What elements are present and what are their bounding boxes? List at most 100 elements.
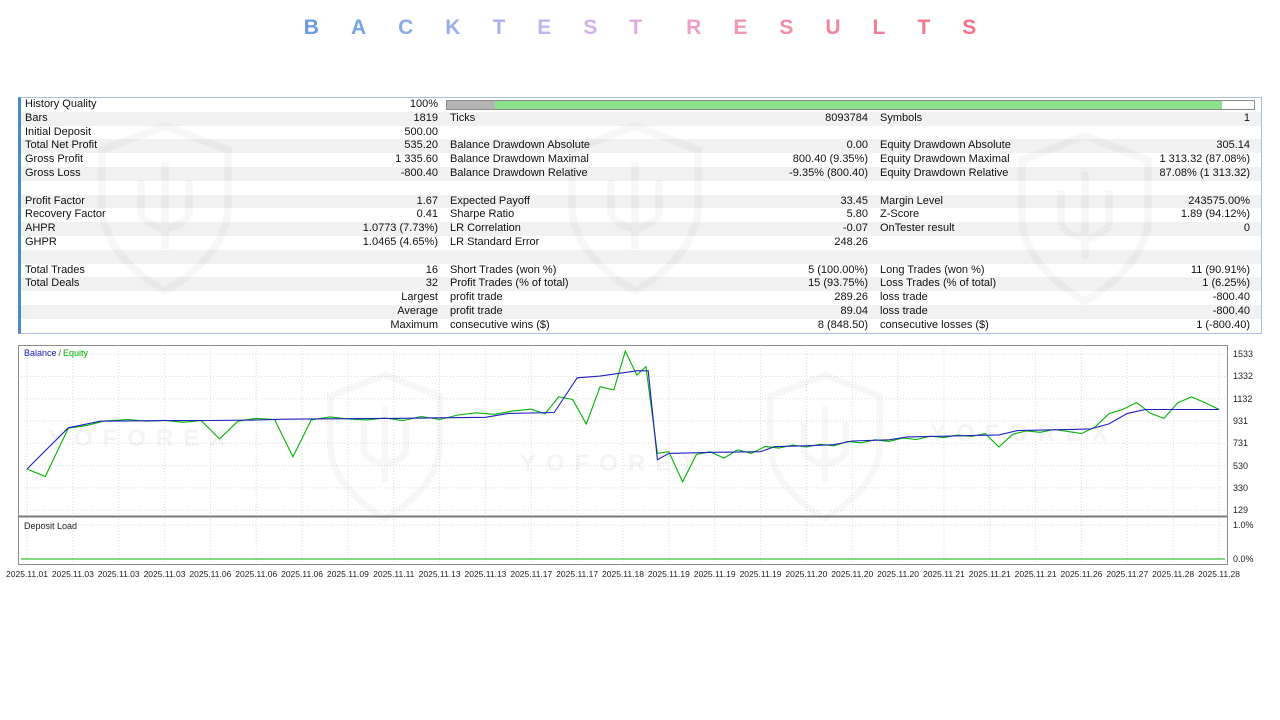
stat-label: Profit Factor [25, 194, 85, 207]
chart-legend: Balance / Equity [24, 348, 88, 358]
title-letter: S [962, 16, 977, 39]
stat-value: -800.40 [1212, 291, 1250, 304]
stat-label [446, 126, 676, 140]
title-letter: E [733, 16, 748, 39]
stat-label: Ticks [450, 111, 476, 124]
stat-label: Gross Profit [25, 153, 84, 166]
x-axis-label: 2025.11.18 [602, 569, 644, 579]
stat-value: 100% [409, 98, 438, 110]
chart-canvas [19, 348, 1227, 562]
x-axis-label: 2025.11.19 [647, 569, 690, 579]
title-letter: S [583, 16, 598, 39]
stat-value [1081, 126, 1258, 140]
stat-value: -9.35% (800.40) [789, 166, 868, 179]
table-row: History Quality 100% [21, 98, 1261, 112]
title-letter: S [779, 16, 794, 39]
stat-label: Loss Trades (% of total) [880, 277, 997, 290]
stat-label: Z-Score [880, 208, 920, 221]
stat-label: loss trade [880, 304, 928, 317]
stat-label: Balance Drawdown Maximal [450, 153, 589, 166]
stat-value: Average [397, 304, 438, 317]
stat-label: consecutive wins ($) [450, 318, 550, 331]
x-axis-label: 2025.11.06 [281, 569, 324, 579]
title-letter: L [872, 16, 886, 39]
title-letter: E [537, 16, 552, 39]
x-axis-label: 2025.11.01 [6, 569, 48, 579]
title-letter: T [492, 16, 506, 39]
table-row: Gross Loss -800.40 Balance Drawdown Relati… [21, 166, 1261, 181]
stat-label: Total Deals [25, 277, 80, 290]
stat-value: 305.14 [1216, 139, 1250, 152]
x-axis-label: 2025.11.21 [1014, 569, 1057, 579]
table-row: Average profit trade 89.04 loss trade -800.4… [21, 304, 1261, 319]
stat-label: Initial Deposit [25, 125, 92, 138]
stat-label: Equity Drawdown Absolute [880, 139, 1011, 152]
x-axis-label: 2025.11.03 [97, 569, 140, 579]
stat-value: 1819 [413, 111, 438, 124]
stat-value: 800.40 (9.35%) [792, 153, 868, 166]
stat-label: LR Correlation [450, 222, 521, 235]
x-axis-label: 2025.11.27 [1106, 569, 1149, 579]
stat-value: 535.20 [404, 139, 438, 152]
stat-label: Balance Drawdown Absolute [450, 139, 591, 152]
x-axis-label: 2025.11.13 [418, 569, 461, 579]
x-axis-label: 2025.11.28 [1152, 569, 1195, 579]
stat-value: 32 [425, 277, 438, 290]
stat-value: -800.40 [400, 166, 438, 179]
x-axis-label: 2025.11.17 [556, 569, 599, 579]
x-axis-label: 2025.11.03 [143, 569, 186, 579]
y-axis-label: 330 [1233, 482, 1249, 493]
y-axis-label: 1132 [1233, 393, 1253, 404]
stat-label: profit trade [450, 291, 503, 304]
stat-value: 1 [1243, 111, 1250, 124]
table-row: Maximum consecutive wins ($) 8 (848.50) con… [21, 319, 1261, 333]
stat-value: 15 (93.75%) [808, 277, 868, 290]
stat-label [876, 236, 1081, 250]
stat-label: Balance Drawdown Relative [450, 166, 588, 179]
stat-label: Profit Trades (% of total) [450, 277, 569, 290]
table-row: Gross Profit 1 335.60 Balance Drawdown Max… [21, 153, 1261, 167]
stat-value: 1 335.60 [395, 153, 438, 166]
stat-label: Short Trades (won %) [450, 263, 557, 276]
stat-value: 5.80 [846, 208, 868, 221]
stat-label: Margin Level [880, 194, 943, 207]
stat-label [21, 305, 216, 319]
stat-value: 1 313.32 (87.08%) [1159, 153, 1250, 166]
x-axis-label: 2025.11.21 [922, 569, 965, 579]
x-axis-label: 2025.11.11 [373, 569, 415, 579]
stat-value: 1 (-800.40) [1196, 318, 1250, 331]
stat-value: Largest [401, 291, 438, 304]
x-axis-label: 2025.11.06 [235, 569, 278, 579]
stat-value: 89.04 [840, 304, 868, 317]
stat-label: Symbols [880, 111, 923, 124]
stat-value: 500.00 [404, 125, 438, 138]
stat-label: profit trade [450, 304, 503, 317]
legend-equity-label: Equity [63, 348, 89, 358]
x-axis-label: 2025.11.06 [189, 569, 232, 579]
title-letter: A [350, 16, 367, 39]
stat-label: Expected Payoff [450, 194, 530, 207]
stat-value: 1.0773 (7.73%) [362, 222, 438, 235]
legend-separator: / [58, 348, 62, 358]
stat-label [876, 126, 1081, 140]
stat-value: 8093784 [825, 111, 868, 124]
stat-label: OnTester result [880, 222, 955, 235]
stat-label: Long Trades (won %) [880, 263, 985, 276]
stat-label [21, 319, 216, 333]
table-row: Profit Factor 1.67 Expected Payoff 33.45 Mar… [21, 194, 1261, 209]
y-axis-label: 530 [1233, 460, 1249, 471]
stat-label: History Quality [25, 98, 97, 110]
stat-label: Equity Drawdown Maximal [880, 153, 1010, 166]
stat-value: 0 [1243, 222, 1250, 235]
table-row: GHPR 1.0465 (4.65%) LR Standard Error 248.2… [21, 236, 1261, 250]
balance-equity-chart: Balance / Equity Deposit Load 1533 1332 1132… [6, 345, 1280, 590]
stat-value: 1.67 [416, 194, 438, 207]
stat-label: Total Net Profit [25, 139, 98, 152]
legend-balance-label: Balance [24, 348, 57, 358]
stat-label: Bars [25, 111, 48, 124]
y-axis-label: 1332 [1233, 371, 1254, 382]
table-row: Total Deals 32 Profit Trades (% of total) 1… [21, 277, 1261, 292]
stat-value: 0.41 [416, 208, 438, 221]
stat-label [21, 291, 216, 305]
